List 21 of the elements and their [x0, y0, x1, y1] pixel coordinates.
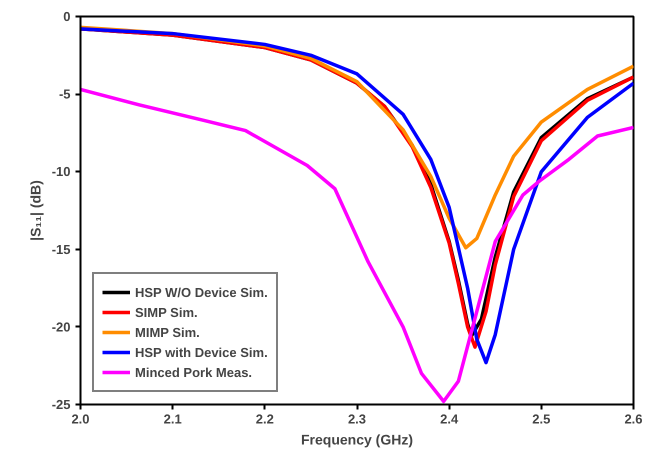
legend-label: HSP W/O Device Sim. — [135, 284, 268, 300]
x-tick-label: 2.0 — [71, 412, 90, 426]
x-tick-label: 2.3 — [348, 412, 366, 426]
y-axis-title: |S₁₁| (dB) — [28, 180, 45, 241]
y-tick-label: -15 — [52, 242, 71, 257]
legend-label: HSP with Device Sim. — [135, 344, 268, 360]
legend-label: Minced Pork Meas. — [135, 364, 252, 380]
legend-label: SIMP Sim. — [135, 304, 198, 320]
x-tick-label: 2.4 — [440, 412, 459, 426]
x-tick-label: 2.1 — [164, 412, 182, 426]
y-tick-label: 0 — [63, 9, 71, 24]
x-tick-label: 2.6 — [624, 412, 643, 426]
x-tick-label: 2.5 — [532, 412, 550, 426]
y-tick-label: -10 — [52, 164, 71, 180]
x-tick-label: 2.2 — [256, 412, 274, 426]
y-tick-label: -25 — [52, 397, 71, 412]
legend-label: MIMP Sim. — [135, 324, 200, 340]
y-tick-label: -20 — [52, 319, 71, 334]
line-series — [80, 88, 634, 404]
y-tick-label: -5 — [58, 86, 71, 102]
x-axis-title: Frequency (GHz) — [300, 432, 414, 448]
